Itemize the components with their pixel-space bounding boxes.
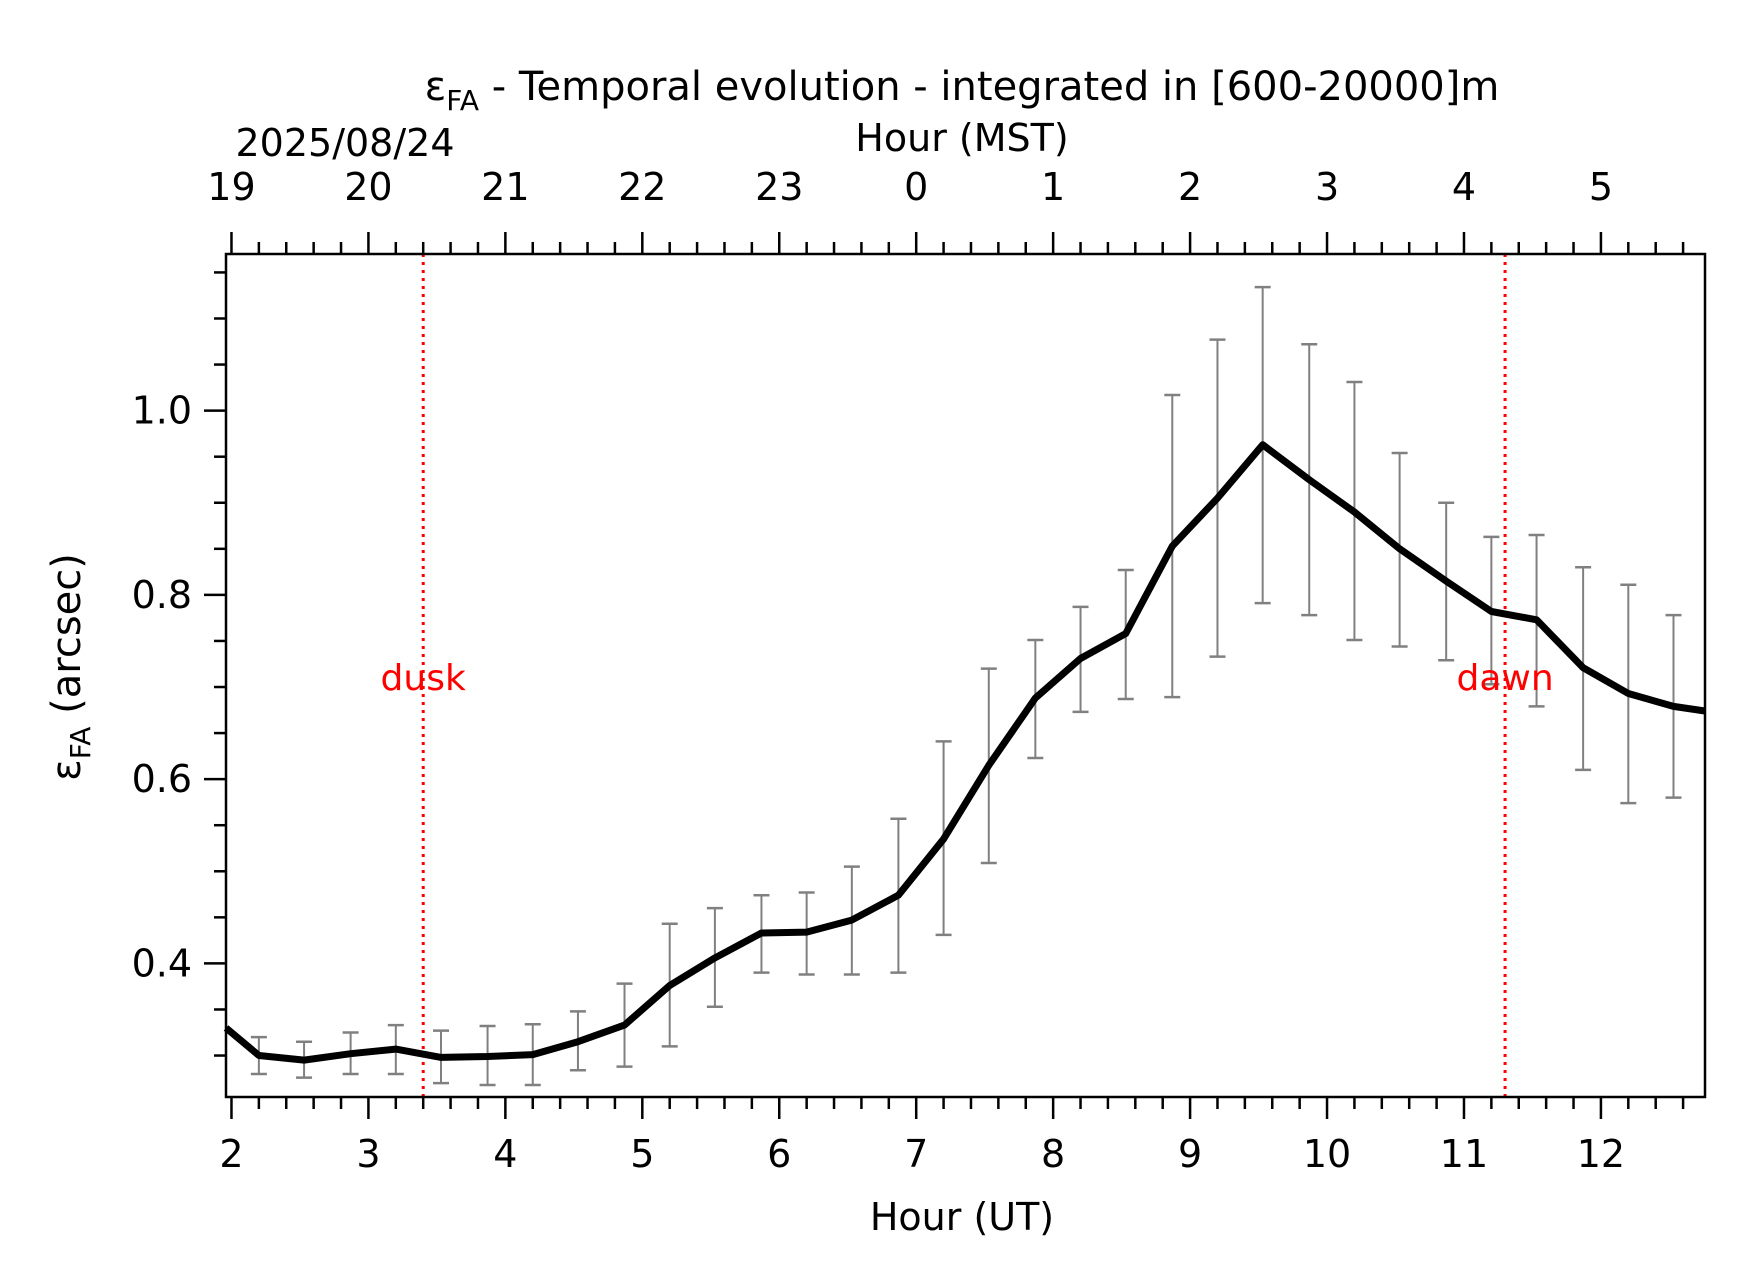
y-tick-label: 1.0 <box>132 389 192 433</box>
y-axis-label-symbol: ε <box>44 759 90 781</box>
top-tick-label: 21 <box>481 165 529 209</box>
x-tick-label: 2 <box>219 1132 243 1176</box>
chart-title-rest: - Temporal evolution - integrated in [60… <box>479 64 1499 110</box>
x-tick-label: 12 <box>1577 1132 1625 1176</box>
x-axis-ticks: 2 3 4 5 6 7 8 9 10 11 12 <box>219 1097 1685 1176</box>
top-tick-label: 4 <box>1452 165 1476 209</box>
x-tick-label: 11 <box>1440 1132 1488 1176</box>
y-axis-label: εFA (arcsec) <box>44 553 97 781</box>
top-tick-label: 2 <box>1178 165 1202 209</box>
top-axis-label: Hour (MST) <box>855 116 1068 160</box>
x-tick-label: 4 <box>493 1132 517 1176</box>
top-tick-label: 19 <box>207 165 255 209</box>
x-tick-label: 6 <box>767 1132 791 1176</box>
chart-title-subscript: FA <box>446 84 479 117</box>
y-tick-label: 0.4 <box>132 941 192 985</box>
y-axis-label-rest: (arcsec) <box>44 553 90 726</box>
y-tick-label: 0.8 <box>132 573 192 617</box>
annotations: dusk dawn <box>381 658 1554 699</box>
y-axis-label-subscript: FA <box>64 727 97 760</box>
x-tick-label: 3 <box>356 1132 380 1176</box>
top-tick-label: 1 <box>1041 165 1065 209</box>
x-axis-label: Hour (UT) <box>870 1195 1054 1239</box>
dawn-label: dawn <box>1456 658 1553 699</box>
x-tick-label: 5 <box>630 1132 654 1176</box>
top-tick-label: 20 <box>344 165 392 209</box>
chart-title-symbol: ε <box>425 64 447 110</box>
top-tick-label: 23 <box>755 165 803 209</box>
top-tick-label: 0 <box>904 165 928 209</box>
y-tick-label: 0.6 <box>132 757 192 801</box>
x-tick-label: 7 <box>904 1132 928 1176</box>
top-axis-ticks: 19 20 21 22 23 0 1 2 3 4 5 <box>207 165 1685 254</box>
series-line <box>223 441 1706 1064</box>
top-tick-label: 3 <box>1315 165 1339 209</box>
x-tick-label: 10 <box>1303 1132 1351 1176</box>
top-axis-date-label: 2025/08/24 <box>235 121 454 165</box>
series-lines <box>223 441 1706 1064</box>
top-tick-label: 5 <box>1589 165 1613 209</box>
y-axis-ticks: 0.4 0.6 0.8 1.0 <box>132 271 226 1057</box>
chart-title: εFA - Temporal evolution - integrated in… <box>425 64 1500 117</box>
x-tick-label: 9 <box>1178 1132 1202 1176</box>
plot-frame <box>224 252 1707 1099</box>
dusk-label: dusk <box>381 658 466 699</box>
x-tick-label: 8 <box>1041 1132 1065 1176</box>
top-tick-label: 22 <box>618 165 666 209</box>
